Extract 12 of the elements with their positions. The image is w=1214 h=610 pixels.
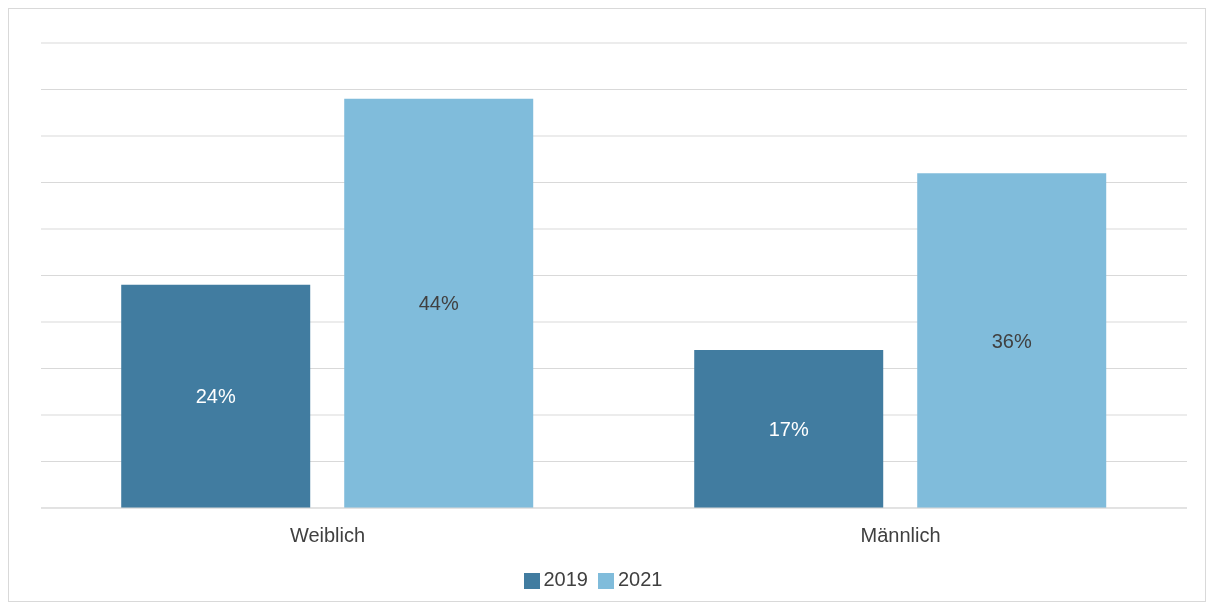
x-tick-label: Männlich [860, 524, 941, 547]
legend-label: 2019 [543, 568, 588, 590]
bar [917, 173, 1107, 508]
bar [121, 284, 311, 508]
x-tick-label: Weiblich [289, 524, 366, 547]
data-label: 44% [418, 292, 459, 315]
bar [694, 349, 884, 508]
bar [344, 98, 534, 508]
data-label: 36% [991, 329, 1032, 352]
data-label: 24% [195, 385, 236, 408]
data-label: 17% [768, 417, 809, 440]
legend-label: 2021 [618, 568, 663, 590]
